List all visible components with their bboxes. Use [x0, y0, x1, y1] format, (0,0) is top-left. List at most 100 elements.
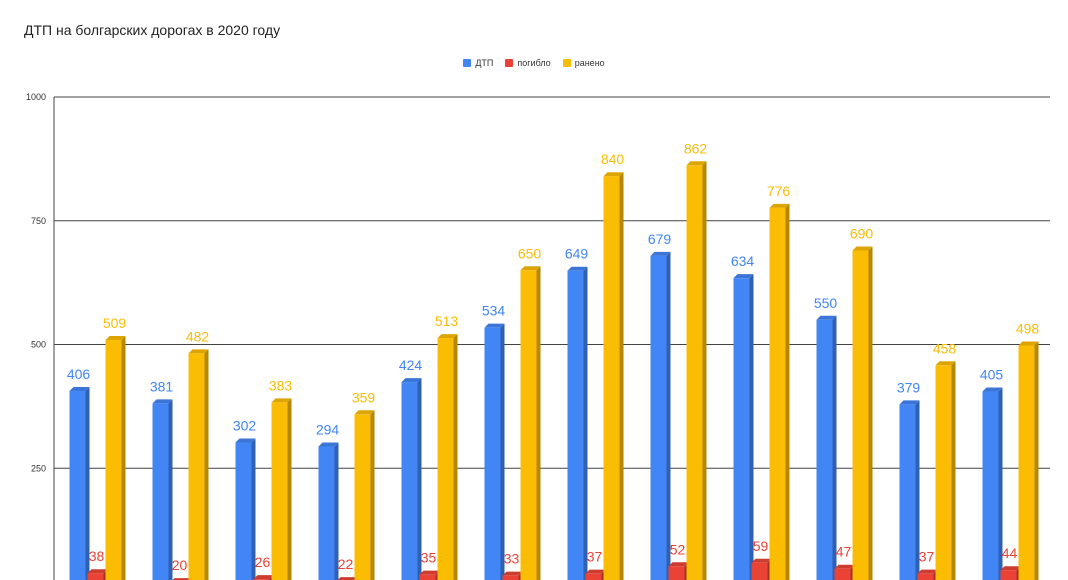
bar-dtp — [982, 387, 1003, 580]
legend-label-injured: ранено — [574, 58, 605, 68]
bar-front — [899, 404, 916, 580]
bar-top — [650, 251, 671, 256]
bar-front — [917, 573, 934, 580]
bar-side — [251, 438, 256, 580]
bar-top — [852, 246, 873, 251]
bar-top — [502, 571, 523, 576]
data-label: 634 — [731, 253, 755, 269]
data-label: 44 — [1002, 545, 1018, 561]
bar-top — [769, 203, 790, 208]
bar-injured — [437, 334, 458, 580]
chart-legend: ДТП погибло ранено — [0, 58, 1068, 68]
bar-top — [834, 564, 855, 569]
bar-top — [253, 575, 274, 580]
data-label: 59 — [753, 538, 769, 554]
bar-top — [668, 562, 689, 567]
bar-top — [935, 361, 956, 366]
bar-top — [484, 323, 505, 328]
data-label: 33 — [504, 551, 520, 567]
bar-front — [603, 176, 620, 580]
legend-swatch-dtp — [463, 59, 472, 67]
data-label: 509 — [103, 315, 127, 331]
legend-label-killed: погибло — [517, 58, 551, 68]
bar-top — [733, 274, 754, 279]
y-tick-label: 1000 — [26, 92, 46, 102]
bar-side — [749, 274, 754, 580]
bar-side — [702, 161, 707, 580]
bar-dtp — [69, 387, 90, 580]
bar-top — [1018, 341, 1039, 346]
data-label: 22 — [338, 556, 354, 572]
bar-top — [419, 570, 440, 575]
bar-side — [168, 399, 173, 580]
data-label: 650 — [518, 245, 542, 261]
bar-front — [437, 338, 454, 580]
bar-injured — [852, 246, 873, 580]
bar-front — [816, 319, 833, 580]
bar-top — [567, 266, 588, 271]
data-label: 47 — [836, 544, 852, 560]
bar-top — [152, 399, 173, 404]
bar-injured — [603, 172, 624, 580]
bar-side — [417, 378, 422, 580]
bar-top — [354, 410, 375, 415]
bar-top — [686, 161, 707, 166]
bar-dtp — [152, 399, 173, 580]
bar-dtp — [235, 438, 256, 580]
bar-injured — [271, 398, 292, 580]
bar-injured — [686, 161, 707, 580]
data-label: 862 — [684, 140, 708, 156]
data-label: 383 — [269, 377, 293, 393]
data-label: 406 — [67, 366, 91, 382]
bar-killed — [1000, 566, 1021, 580]
bar-killed — [917, 569, 938, 580]
bar-killed — [87, 569, 108, 580]
data-label: 513 — [435, 313, 459, 329]
data-label: 405 — [980, 367, 1004, 383]
bar-side — [204, 349, 209, 580]
bar-front — [271, 402, 288, 580]
bar-side — [287, 398, 292, 580]
data-label: 690 — [850, 225, 874, 241]
bar-front — [502, 575, 519, 580]
bar-front — [520, 270, 537, 580]
bar-top — [917, 569, 938, 574]
bar-side — [915, 400, 920, 580]
bar-front — [668, 566, 685, 580]
bar-front — [1000, 570, 1017, 580]
bar-front — [769, 207, 786, 580]
bar-top — [1000, 566, 1021, 571]
bar-front — [188, 353, 205, 580]
bar-injured — [769, 203, 790, 580]
bar-side — [868, 246, 873, 580]
bar-side — [121, 336, 126, 580]
y-tick-label: 500 — [31, 340, 46, 350]
bar-front — [105, 340, 122, 580]
bar-injured — [105, 336, 126, 580]
data-label: 37 — [587, 549, 603, 565]
bar-top — [69, 387, 90, 392]
data-label: 35 — [421, 550, 437, 566]
bar-front — [733, 278, 750, 580]
data-label: 302 — [233, 418, 257, 434]
bar-top — [816, 315, 837, 320]
bar-side — [536, 266, 541, 580]
data-label: 38 — [89, 548, 105, 564]
bar-injured — [354, 410, 375, 580]
bar-dtp — [899, 400, 920, 580]
data-label: 359 — [352, 389, 376, 405]
bar-killed — [502, 571, 523, 580]
bar-side — [334, 442, 339, 580]
bar-injured — [1018, 341, 1039, 580]
legend-item-dtp: ДТП — [463, 58, 493, 68]
bar-killed — [668, 562, 689, 580]
legend-label-dtp: ДТП — [475, 58, 494, 68]
bar-killed — [253, 575, 274, 580]
y-tick-label: 250 — [31, 463, 46, 473]
data-label: 534 — [482, 303, 506, 319]
data-label: 840 — [601, 151, 625, 167]
bar-front — [354, 414, 371, 580]
legend-swatch-injured — [562, 59, 571, 67]
bar-front — [834, 568, 851, 580]
